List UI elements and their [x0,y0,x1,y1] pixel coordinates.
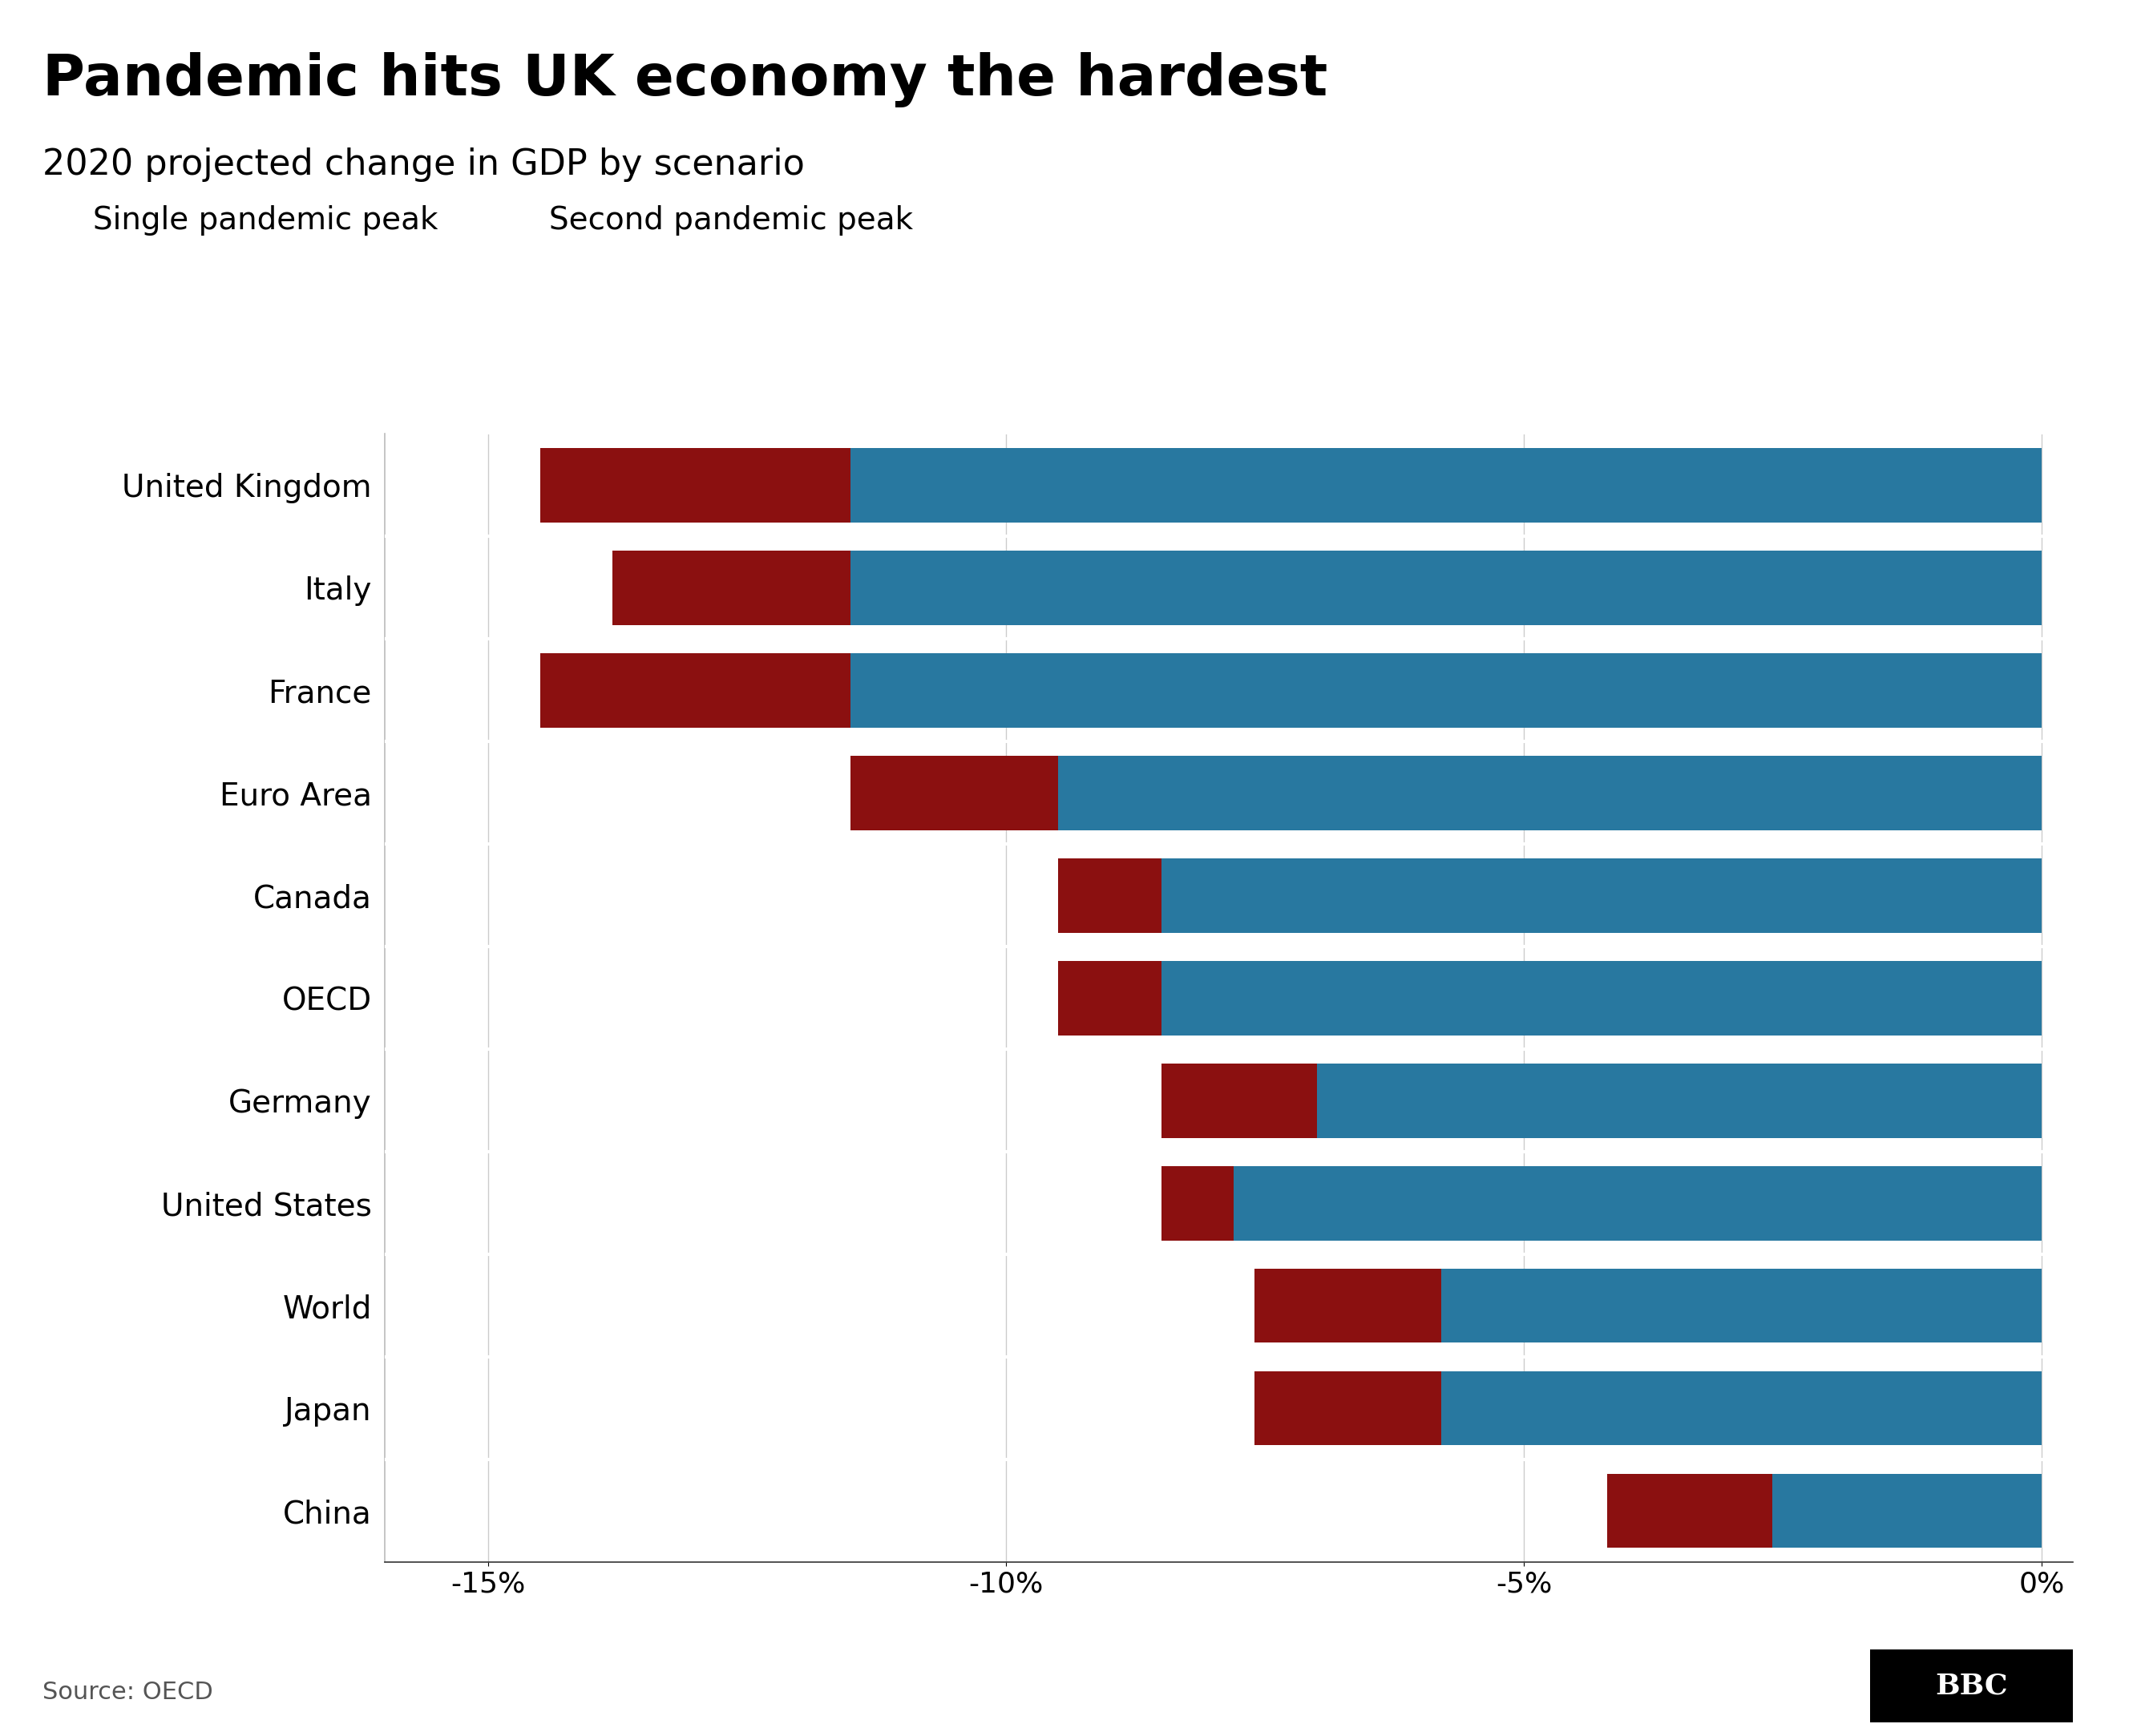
Text: Pandemic hits UK economy the hardest: Pandemic hits UK economy the hardest [43,52,1327,108]
Bar [1254,1371,1440,1446]
Bar [851,757,1058,830]
Text: Second pandemic peak: Second pandemic peak [549,205,912,236]
Bar [1058,859,1160,932]
Bar [1160,962,2041,1035]
Bar [851,550,2041,625]
Bar [1607,1474,1772,1549]
Bar [1058,757,2041,830]
Bar [1316,1064,2041,1137]
Bar [1233,1167,2041,1240]
Bar [1440,1371,2041,1446]
Bar [851,448,2041,523]
Text: Source: OECD: Source: OECD [43,1680,214,1705]
Bar [1772,1474,2041,1549]
Bar [1254,1269,1440,1344]
Text: 2020 projected change in GDP by scenario: 2020 projected change in GDP by scenario [43,148,806,182]
Bar [1160,1167,1233,1240]
Bar [613,550,851,625]
Bar [1160,1064,1316,1137]
Bar [541,653,851,727]
Bar [1058,962,1160,1035]
Bar [1160,859,2041,932]
Text: BBC: BBC [1936,1672,2007,1700]
Bar [1440,1269,2041,1344]
Text: Single pandemic peak: Single pandemic peak [92,205,438,236]
Bar [541,448,851,523]
Bar [851,653,2041,727]
